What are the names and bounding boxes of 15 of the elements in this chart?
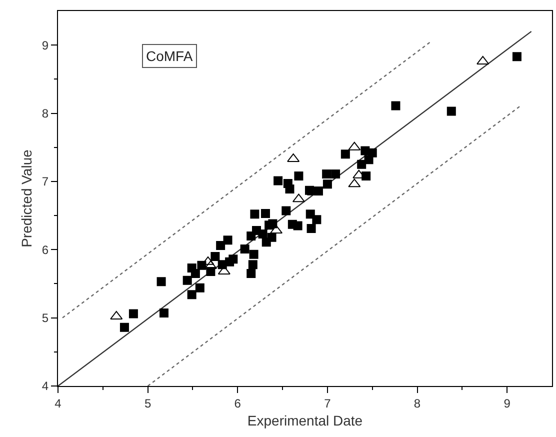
x-tick-label: 8 bbox=[414, 396, 421, 410]
y-tick-label: 5 bbox=[42, 311, 49, 326]
x-tick-label: 4 bbox=[54, 396, 62, 410]
x-tick-label: 7 bbox=[324, 396, 332, 410]
y-axis-title: Predicted Value bbox=[18, 149, 35, 248]
y-tick-label: 8 bbox=[42, 106, 49, 120]
annotation: CoMFA bbox=[146, 48, 194, 64]
y-tick-label: 9 bbox=[42, 38, 49, 52]
x-tick-label: 6 bbox=[234, 396, 242, 410]
x-tick-label: 9 bbox=[504, 396, 511, 410]
x-axis-title: Experimental Date bbox=[247, 412, 363, 429]
x-tick-label: 5 bbox=[144, 396, 152, 410]
y-tick-label: 6 bbox=[42, 242, 49, 257]
y-tick-label: 7 bbox=[42, 174, 49, 189]
y-tick-label: 4 bbox=[42, 379, 49, 394]
